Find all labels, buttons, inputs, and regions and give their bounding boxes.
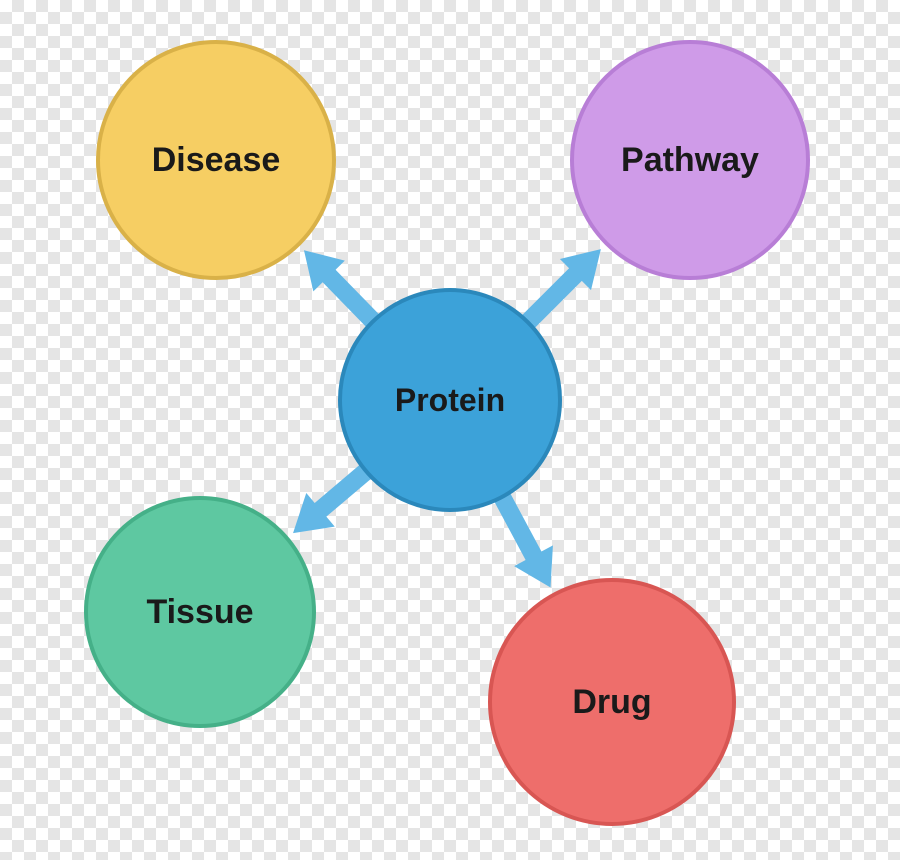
edge-protein-disease xyxy=(304,250,381,329)
network-diagram: Protein Disease Pathway Tissue Drug xyxy=(0,0,900,860)
node-tissue-label: Tissue xyxy=(146,593,253,631)
node-pathway-label: Pathway xyxy=(621,141,759,179)
diagram-stage: Protein Disease Pathway Tissue Drug xyxy=(0,0,900,860)
node-protein-label: Protein xyxy=(395,382,505,418)
node-pathway: Pathway xyxy=(572,42,808,278)
node-drug: Drug xyxy=(490,580,734,824)
node-disease: Disease xyxy=(98,42,334,278)
node-protein: Protein xyxy=(340,290,560,510)
edge-protein-tissue xyxy=(293,463,373,533)
edge-protein-pathway xyxy=(520,249,601,330)
node-tissue: Tissue xyxy=(86,498,314,726)
node-drug-label: Drug xyxy=(572,683,651,721)
edge-protein-drug xyxy=(493,491,553,588)
nodes-layer: Protein Disease Pathway Tissue Drug xyxy=(86,42,808,824)
node-disease-label: Disease xyxy=(152,141,281,179)
